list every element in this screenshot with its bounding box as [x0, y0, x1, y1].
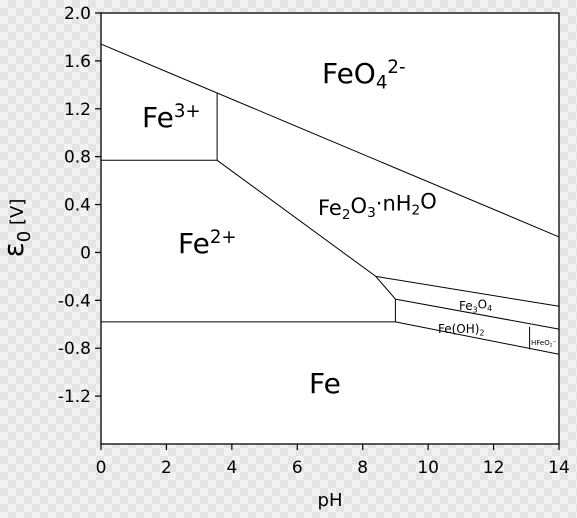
x-axis-title: pH	[318, 490, 343, 511]
y-tick-label: -1.2	[58, 387, 91, 407]
boundary-oxide-magnetite	[375, 275, 560, 307]
y-axis-title: ε0 [V]	[0, 199, 35, 258]
boundary-magnetite-hydroxide	[395, 298, 560, 330]
x-tick-label: 14	[548, 458, 570, 478]
region-label-fe: Fe	[309, 367, 341, 400]
y-tick-label: -0.8	[58, 339, 91, 359]
y-tick-label: 1.2	[64, 100, 91, 120]
boundary-fe3-feo4-upper	[100, 43, 560, 238]
y-tick-label: -0.4	[58, 291, 91, 311]
y-axis-symbol: ε	[0, 242, 30, 257]
region-labels: Fe3+ Fe2+ FeO42- Fe2O3·nH2O Fe3O4 Fe(OH)2 HFeO…	[142, 57, 557, 400]
region-label-fe2o3: Fe2O3·nH2O	[318, 189, 437, 223]
y-axis-subscript: 0	[14, 231, 35, 242]
y-tick-label: 2.0	[64, 4, 91, 24]
x-tick-label: 4	[226, 458, 237, 478]
x-tick-label: 12	[483, 458, 505, 478]
plot-frame	[100, 12, 560, 445]
region-label-fe3o4: Fe3O4	[459, 298, 492, 315]
x-tick-label: 2	[161, 458, 172, 478]
x-tick-label: 8	[357, 458, 368, 478]
y-tick-label: 1.6	[64, 52, 91, 72]
y-tick-label: 0	[80, 243, 91, 263]
region-label-feo4: FeO42-	[322, 57, 406, 93]
region-label-fe3: Fe3+	[142, 101, 201, 134]
boundary-lines	[100, 43, 560, 355]
axis-ticks: 0 2 4 6 8 10 12 14 2.0 1.6 1.2 0.8 0.4 0 -0.4 -0.8 -1.2	[58, 4, 570, 478]
y-tick-label: 0.8	[64, 148, 91, 168]
boundary-fe-hydroxide	[395, 321, 560, 355]
x-tick-label: 10	[417, 458, 439, 478]
svg-text:ε0 [V]: ε0 [V]	[0, 199, 35, 258]
y-tick-label: 0.4	[64, 196, 91, 216]
region-label-hfeo2: HFeO2−	[531, 339, 557, 348]
y-axis-unit: [V]	[7, 199, 28, 225]
x-tick-label: 0	[96, 458, 107, 478]
region-label-feoh2: Fe(OH)2	[438, 322, 484, 337]
x-tick-label: 6	[292, 458, 303, 478]
region-label-fe2: Fe2+	[178, 227, 237, 260]
